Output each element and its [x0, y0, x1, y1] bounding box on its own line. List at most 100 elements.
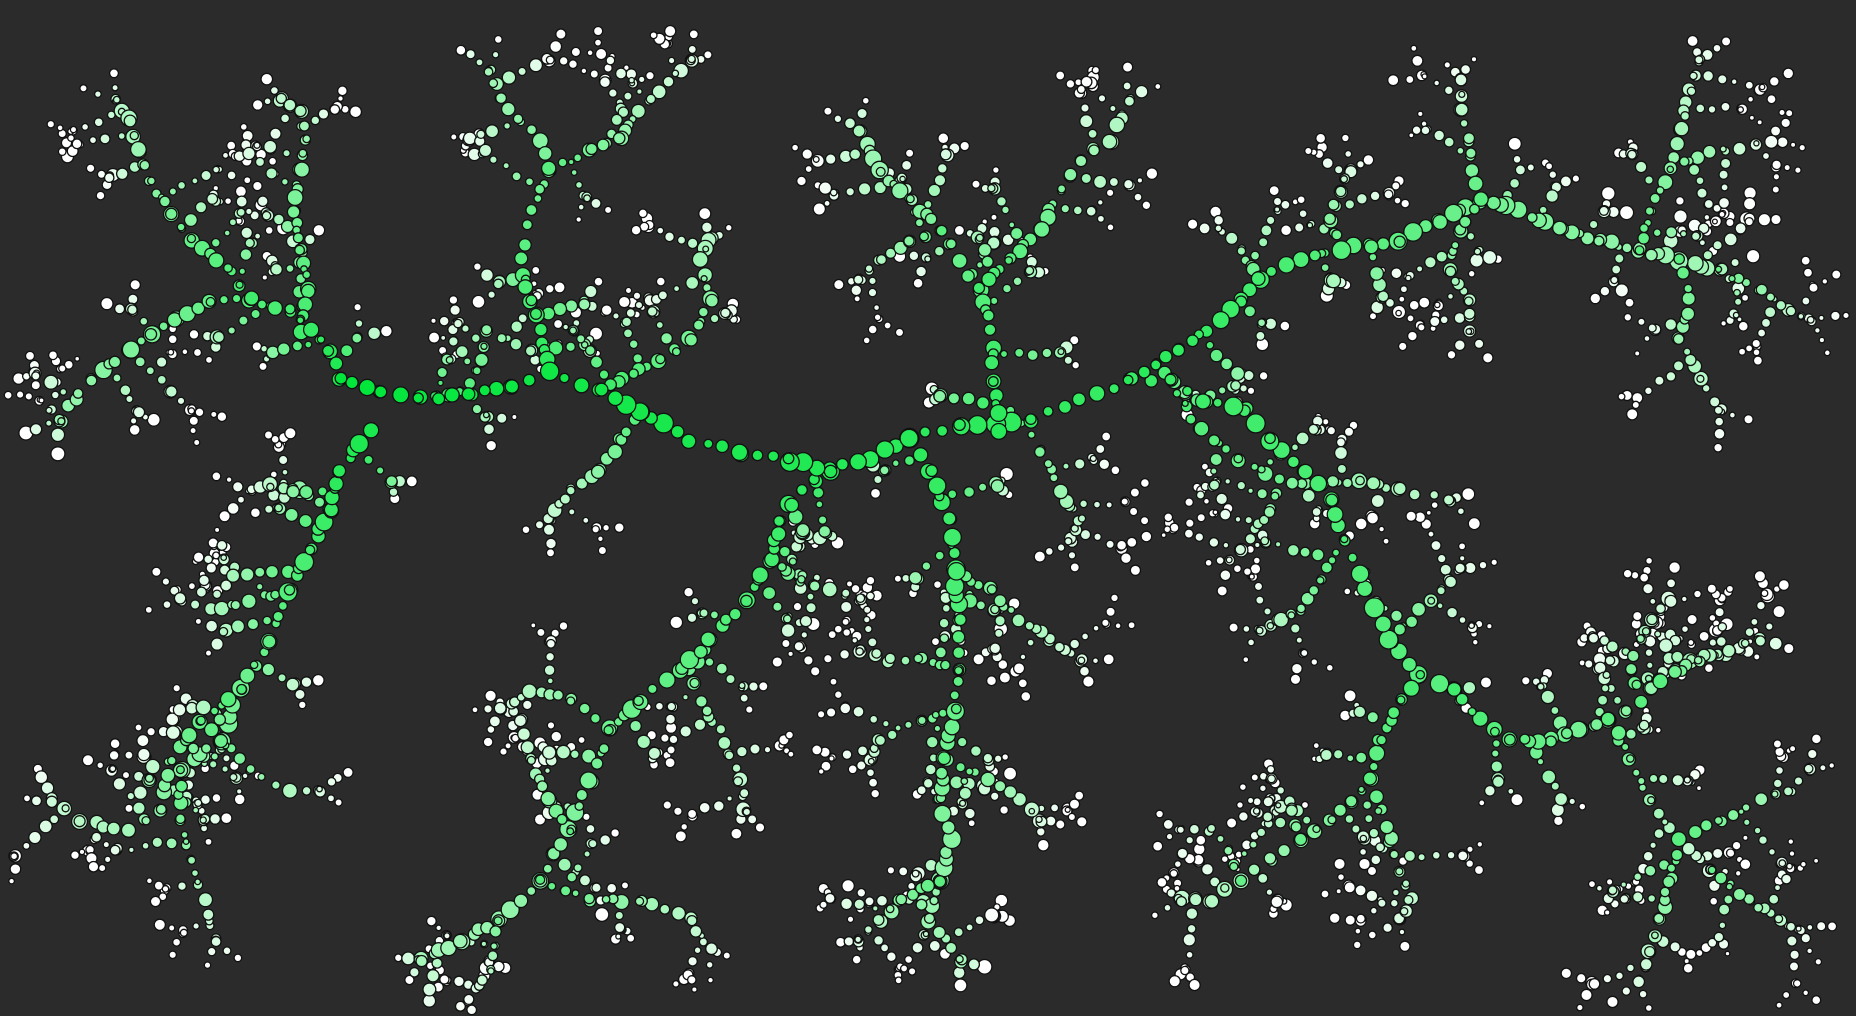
- particle-node: [1775, 299, 1787, 311]
- particle-node: [401, 951, 416, 966]
- particle-node: [1162, 818, 1174, 831]
- particle-node: [839, 702, 852, 715]
- particle-node: [615, 933, 622, 940]
- particle-node: [1263, 851, 1277, 865]
- particle-node: [1292, 250, 1310, 269]
- particle-node: [448, 295, 459, 305]
- particle-node: [210, 637, 224, 651]
- particle-node: [1436, 553, 1447, 564]
- particle-node: [1706, 583, 1718, 594]
- particle-node: [1398, 295, 1406, 303]
- particle-node: [471, 403, 483, 415]
- particle-node: [256, 299, 268, 310]
- particle-node: [947, 489, 958, 500]
- particle-node: [436, 366, 448, 379]
- particle-node: [590, 464, 606, 480]
- particle-node: [1520, 675, 1531, 686]
- particle-node: [975, 233, 985, 243]
- particle-node: [520, 740, 535, 755]
- particle-node: [1702, 249, 1714, 261]
- particle-node: [941, 603, 951, 613]
- particle-node: [819, 900, 828, 909]
- particle-node: [1263, 505, 1276, 519]
- particle-node: [1382, 922, 1393, 934]
- particle-node: [192, 438, 201, 447]
- particle-node: [484, 689, 497, 703]
- particle-node: [1615, 971, 1624, 981]
- particle-node: [686, 914, 698, 927]
- particle-node: [1237, 811, 1249, 822]
- particle-node: [856, 107, 868, 120]
- particle-node: [1101, 618, 1110, 628]
- particle-node: [129, 417, 138, 425]
- particle-node: [1210, 467, 1218, 475]
- particle-node: [1253, 541, 1261, 549]
- particle-node: [465, 48, 476, 60]
- particle-node: [316, 335, 326, 344]
- particle-node: [266, 482, 275, 492]
- particle-node: [1356, 159, 1365, 169]
- particle-node: [1376, 734, 1387, 746]
- particle-node: [1368, 789, 1385, 805]
- particle-node: [1152, 840, 1164, 852]
- particle-node: [50, 427, 66, 443]
- particle-node: [1661, 818, 1669, 826]
- particle-node: [862, 605, 872, 615]
- particle-node: [620, 881, 630, 890]
- particle-node: [1358, 857, 1371, 871]
- particle-node: [1129, 564, 1142, 577]
- particle-node: [1421, 73, 1428, 80]
- particle-node: [720, 307, 731, 319]
- particle-node: [1519, 733, 1531, 745]
- particle-node: [1644, 864, 1657, 877]
- particle-node: [782, 614, 792, 624]
- particle-node: [1466, 231, 1476, 241]
- particle-node: [701, 705, 713, 717]
- particle-node: [967, 414, 988, 436]
- particle-node: [1230, 365, 1246, 382]
- particle-node: [115, 167, 129, 181]
- particle-node: [521, 699, 533, 711]
- particle-node: [1139, 477, 1150, 489]
- particle-node: [1408, 132, 1415, 139]
- particle-node: [1155, 809, 1165, 819]
- particle-node: [991, 166, 1000, 174]
- particle-node: [1643, 334, 1651, 343]
- particle-node: [630, 103, 646, 119]
- particle-node: [726, 795, 733, 802]
- particle-node: [955, 761, 966, 773]
- particle-node: [1077, 514, 1087, 523]
- particle-node: [1411, 125, 1422, 136]
- particle-node: [108, 749, 120, 761]
- particle-node: [1249, 840, 1258, 849]
- particle-node: [1370, 854, 1382, 866]
- particle-node: [812, 486, 825, 499]
- particle-node: [989, 642, 1002, 655]
- particle-node: [1450, 240, 1460, 250]
- particle-node: [1647, 894, 1657, 903]
- particle-node: [1352, 940, 1362, 950]
- particle-node: [1346, 754, 1355, 763]
- particle-node: [332, 463, 347, 478]
- particle-node: [981, 271, 997, 288]
- particle-node: [875, 440, 895, 459]
- particle-node: [1644, 248, 1658, 262]
- particle-node: [374, 385, 388, 399]
- particle-node: [1667, 664, 1682, 679]
- particle-node: [600, 304, 613, 317]
- particle-node: [1702, 144, 1717, 159]
- particle-node: [253, 141, 261, 149]
- particle-node: [931, 710, 940, 719]
- particle-node: [1764, 306, 1777, 319]
- particle-node: [613, 522, 625, 534]
- particle-node: [1610, 275, 1619, 285]
- particle-node: [218, 626, 229, 637]
- particle-node: [596, 535, 604, 543]
- particle-node: [1753, 653, 1761, 661]
- particle-node: [235, 195, 248, 208]
- particle-node: [671, 347, 682, 357]
- particle-node: [176, 222, 186, 232]
- particle-node: [1327, 815, 1337, 825]
- particle-node: [275, 92, 288, 105]
- particle-node: [1176, 847, 1189, 860]
